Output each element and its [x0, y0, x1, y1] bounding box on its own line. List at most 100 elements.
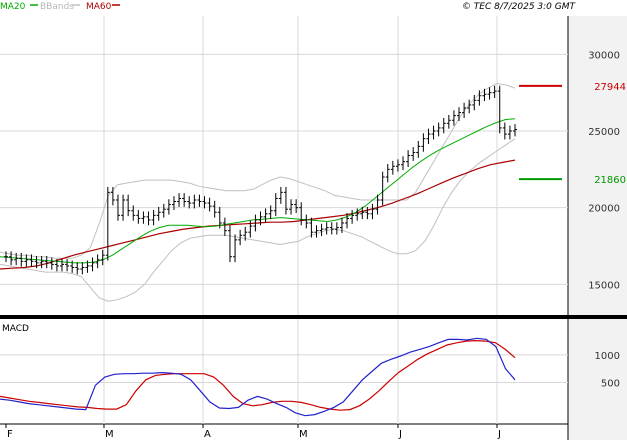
price-bars-layer: [4, 85, 517, 275]
price-bar: [289, 199, 294, 215]
price-bar: [319, 223, 324, 237]
price-bar: [294, 199, 299, 214]
price-bar: [411, 147, 416, 161]
price-bar: [146, 211, 151, 226]
price-bar: [238, 229, 243, 246]
price-bar: [350, 209, 355, 224]
price-bar: [345, 213, 350, 229]
price-bar: [314, 225, 319, 238]
price-bar: [187, 196, 192, 209]
timestamp: © TEC 8/7/2025 3:0 GMT: [462, 2, 577, 12]
price-bar: [309, 217, 314, 238]
price-bar: [441, 117, 446, 134]
price-bar: [492, 85, 497, 99]
price-bar: [273, 193, 278, 217]
price-panel: [0, 16, 568, 315]
price-bar: [166, 199, 171, 215]
price-bar: [365, 206, 370, 220]
price-bar: [177, 193, 182, 207]
price-grid: [0, 16, 568, 315]
price-bar: [299, 202, 304, 226]
price-bar: [141, 211, 146, 224]
price-bar: [278, 186, 283, 204]
price-bar: [395, 159, 400, 172]
price-bar: [59, 259, 64, 272]
price-bar: [513, 124, 517, 137]
price-bar: [462, 102, 467, 118]
price-bar: [182, 193, 187, 207]
price-bar: [75, 262, 80, 275]
price-bar: [324, 222, 329, 235]
price-bar: [54, 259, 59, 272]
price-bar: [482, 88, 487, 102]
price-bar: [487, 87, 492, 100]
price-bar: [406, 150, 411, 168]
price-bar: [451, 110, 456, 126]
price-bar: [334, 222, 339, 235]
bbands-lower-line: [0, 138, 516, 302]
price-bar: [90, 257, 95, 272]
axis-panel: [568, 16, 627, 440]
price-bar: [115, 194, 120, 221]
price-bar: [507, 125, 512, 140]
price-bar: [19, 252, 24, 267]
ma20-legend-label: MA20: [0, 2, 26, 12]
x-tick-label: J: [398, 429, 402, 440]
price-bar: [390, 160, 395, 175]
bbands-layer: [0, 82, 516, 302]
price-bar: [248, 220, 253, 238]
price-bar: [253, 214, 258, 232]
price-bar: [192, 194, 197, 209]
price-bar: [110, 186, 115, 206]
price-bar: [426, 128, 431, 145]
price-bar: [156, 206, 161, 221]
price-bar: [161, 203, 166, 218]
panel-divider: [0, 315, 627, 319]
price-bar: [360, 206, 365, 220]
price-bar: [502, 122, 507, 140]
price-bar: [477, 90, 482, 106]
price-bar: [34, 255, 39, 269]
y-tick-label: 15000: [588, 280, 620, 291]
x-tick-label: M: [105, 429, 114, 440]
price-bar: [268, 205, 273, 220]
price-bar: [467, 99, 472, 114]
price-bar: [4, 251, 8, 263]
macd-tick-label: 1000: [595, 351, 620, 362]
price-bar: [380, 171, 385, 206]
signal-line: [0, 339, 516, 411]
price-bar: [329, 222, 334, 235]
level-label: 27944: [594, 82, 626, 93]
macd-tick-label: 500: [601, 379, 620, 390]
price-bar: [136, 209, 141, 224]
y-tick-label: 25000: [588, 127, 620, 138]
price-bar: [131, 205, 136, 221]
bbands-upper-line: [0, 82, 516, 259]
y-tick-label: 20000: [588, 204, 620, 215]
price-bar: [283, 186, 288, 215]
price-bar: [304, 214, 309, 229]
price-bar: [24, 254, 29, 267]
price-bar: [222, 217, 227, 237]
price-bar: [121, 194, 126, 221]
price-bar: [233, 234, 238, 263]
price-bar: [385, 163, 390, 183]
price-bar: [202, 196, 207, 209]
ma20-line: [0, 118, 516, 264]
bbands-legend-label: BBands: [40, 2, 74, 12]
macd-label: MACD: [2, 324, 29, 334]
ma60-legend-label: MA60: [86, 2, 112, 12]
price-bar: [197, 194, 202, 207]
price-bar: [126, 194, 131, 217]
ma60-line: [0, 159, 516, 270]
price-bar: [339, 217, 344, 233]
price-bar: [100, 249, 105, 266]
price-bar: [212, 200, 217, 218]
x-tick-label: J: [497, 429, 501, 440]
price-bar: [416, 140, 421, 158]
price-bar: [49, 257, 54, 270]
price-bar: [431, 125, 436, 140]
price-bar: [472, 94, 477, 111]
